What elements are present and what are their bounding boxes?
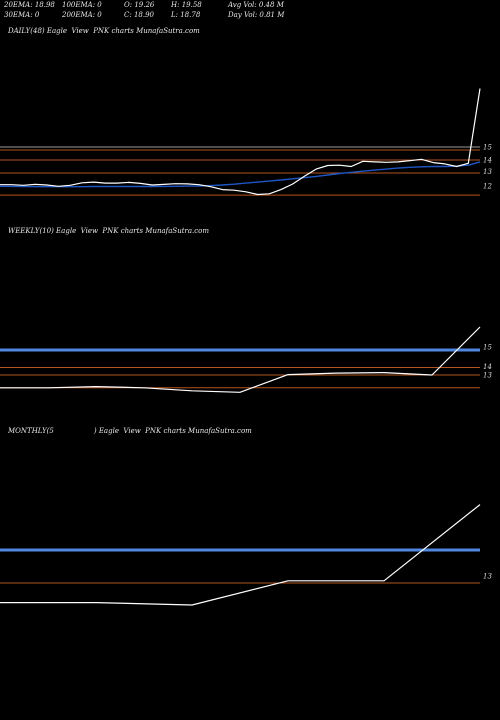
avg-vol-stat: Avg Vol: 0.48 M [228,1,284,9]
stats-header: 20EMA: 18.98 100EMA: 0 O: 19.26 H: 19.58… [0,0,500,26]
daily-tick-label-14: 14 [483,157,492,165]
close-stat: C: 18.90 [124,11,154,19]
ema200-stat: 200EMA: 0 [62,11,102,19]
daily-tick-label-15: 15 [483,144,492,152]
ema20-stat: 20EMA: 18.98 [4,1,55,9]
daily-tick-label-13: 13 [483,168,492,176]
open-stat: O: 19.26 [124,1,155,9]
ema100-stat: 100EMA: 0 [62,1,102,9]
daily-price-line [0,88,481,196]
ema30-stat: 30EMA: 0 [4,11,40,19]
weekly-tick-label-13: 13 [483,372,492,380]
daily-chart-title: DAILY(48) Eagle View PNK charts MunafaSu… [8,27,200,35]
low-stat: L: 18.78 [171,11,201,19]
weekly-tick-label-14: 14 [483,363,492,371]
high-stat: H: 19.58 [171,1,202,9]
daily-tick-label-12: 12 [483,183,492,191]
monthly-price-line [0,504,481,606]
weekly-tick-label-15: 15 [483,344,492,352]
day-vol-stat: Day Vol: 0.81 M [228,11,285,19]
monthly-chart-title: MONTHLY(5 ) Eagle View PNK charts Munafa… [8,427,252,435]
monthly-tick-label-13: 13 [483,573,492,581]
weekly-price-line [0,326,481,393]
daily-ema-line [0,161,481,188]
weekly-chart-title: WEEKLY(10) Eagle View PNK charts MunafaS… [8,227,210,235]
